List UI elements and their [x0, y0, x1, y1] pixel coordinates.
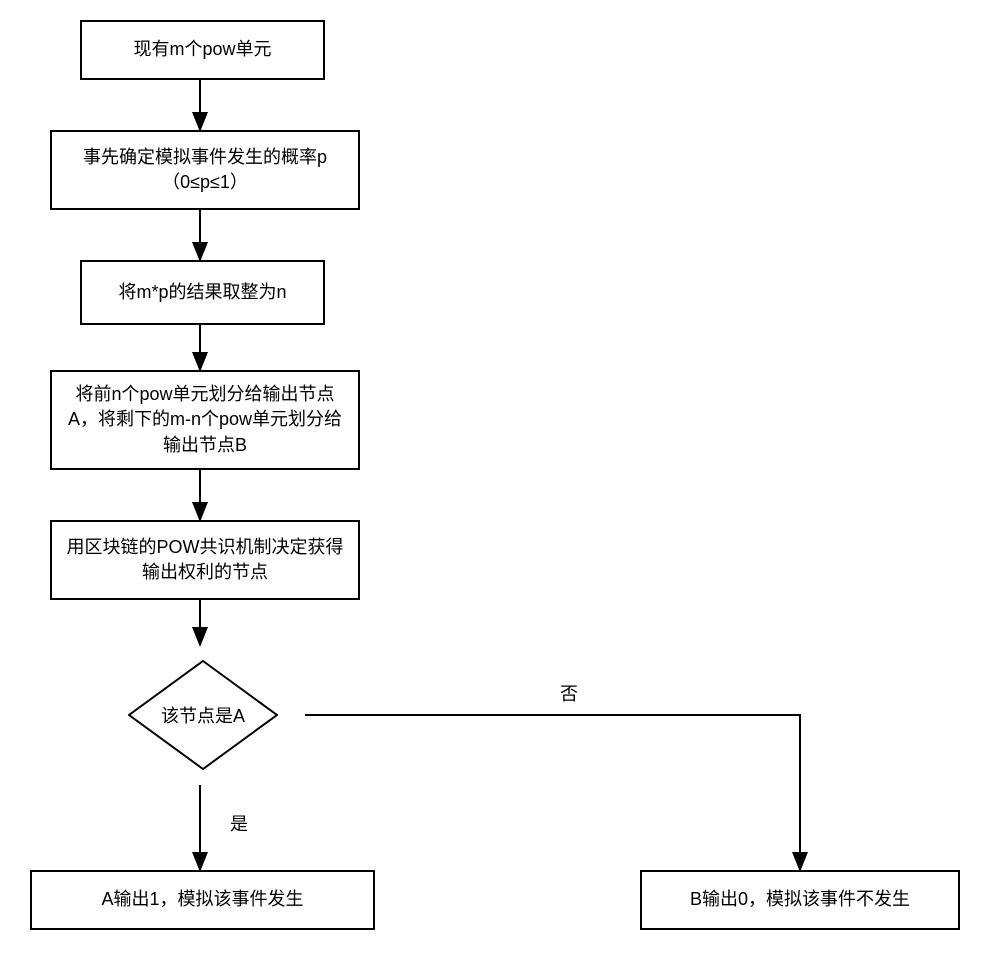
node-text: 用区块链的POW共识机制决定获得输出权利的节点: [64, 535, 346, 585]
node-text: 将前n个pow单元划分给输出节点A，将剩下的m-n个pow单元划分给输出节点B: [64, 382, 346, 458]
flowchart-node-n2: 事先确定模拟事件发生的概率p（0≤p≤1）: [50, 130, 360, 210]
edge-d1-nB: [305, 715, 800, 870]
flowchart-node-n4: 将前n个pow单元划分给输出节点A，将剩下的m-n个pow单元划分给输出节点B: [50, 370, 360, 470]
node-text: 将m*p的结果取整为n: [118, 280, 286, 305]
node-text: A输出1，模拟该事件发生: [101, 887, 303, 912]
flowchart-node-nB: B输出0，模拟该事件不发生: [640, 870, 960, 930]
flowchart-node-n3: 将m*p的结果取整为n: [80, 260, 325, 325]
flowchart-node-n1: 现有m个pow单元: [80, 20, 325, 80]
edge-label-d1-nB: 否: [560, 680, 578, 706]
node-text: 事先确定模拟事件发生的概率p（0≤p≤1）: [64, 145, 346, 195]
flowchart-node-nA: A输出1，模拟该事件发生: [30, 870, 375, 930]
decision-text: 该节点是A: [161, 702, 245, 728]
flowchart-node-n5: 用区块链的POW共识机制决定获得输出权利的节点: [50, 520, 360, 600]
node-text: B输出0，模拟该事件不发生: [690, 887, 910, 912]
node-text: 现有m个pow单元: [133, 37, 271, 62]
edge-label-d1-nA: 是: [230, 810, 248, 836]
flowchart-decision-d1: 该节点是A: [128, 660, 278, 770]
